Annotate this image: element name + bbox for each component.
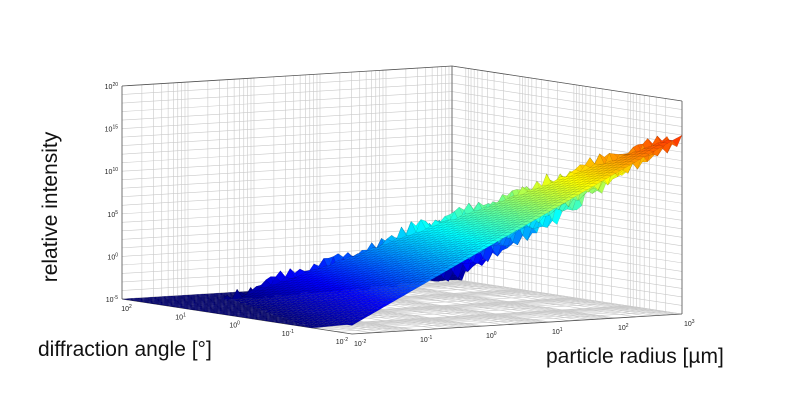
surface-patch (672, 134, 683, 148)
grid-line (379, 283, 610, 319)
grid-line (417, 280, 648, 317)
grid-line (451, 133, 683, 170)
grid-line (121, 227, 453, 249)
z-axis-label: relative intensity (39, 131, 62, 283)
grid-line (121, 82, 453, 104)
y-axis-label: particle radius [µm] (546, 345, 724, 368)
grid-line (441, 279, 672, 315)
grid-line (451, 261, 683, 298)
x-tick-label: 101 (175, 312, 186, 321)
z-tick-label: 1010 (105, 167, 119, 176)
grid-line (448, 278, 680, 315)
grid-line (405, 281, 636, 318)
y-tick-label: 100 (486, 331, 497, 340)
grid-line (451, 150, 683, 187)
grid-line (385, 282, 617, 319)
z-tick-label: 1020 (105, 82, 119, 91)
y-tick-label: 103 (684, 319, 695, 328)
grid-line (121, 125, 453, 146)
grid-line (121, 74, 453, 95)
z-tick-label: 10-5 (106, 295, 118, 304)
axis-edge (451, 65, 683, 102)
grid-line (451, 278, 683, 315)
surface-patch (451, 274, 463, 281)
x-tick-label: 100 (229, 321, 240, 330)
grid-line (121, 133, 453, 155)
grid-line (121, 91, 453, 112)
y-tick-label: 102 (618, 323, 629, 332)
grid-line (432, 279, 663, 316)
x-tick-label: 10-1 (282, 329, 294, 338)
grid-line (425, 280, 656, 316)
x-tick-label: 10-2 (336, 337, 348, 346)
z-tick-label: 1015 (105, 125, 119, 134)
surface (121, 134, 683, 329)
grid-line (445, 279, 676, 315)
grid-line (451, 91, 683, 127)
x-tick-label: 102 (121, 304, 132, 313)
grid-line (121, 108, 453, 129)
grid-line (451, 99, 683, 136)
grid-line (451, 108, 683, 144)
z-tick-label: 105 (107, 210, 118, 219)
grid-line (121, 219, 453, 240)
axis-edge (121, 65, 453, 87)
grid-line (121, 159, 453, 181)
y-tick-label: 10-2 (354, 339, 366, 348)
grid-line (121, 167, 453, 189)
grid-line (437, 279, 668, 316)
grid-line (121, 184, 453, 206)
grid-line (121, 176, 453, 198)
grid-line (121, 210, 453, 232)
z-tick-label: 100 (107, 252, 118, 261)
x-axis-label: diffraction angle [°] (38, 338, 212, 361)
grid-line (121, 116, 453, 138)
grid-line (121, 202, 453, 223)
grid-line (451, 253, 683, 289)
axis-edge (351, 313, 683, 335)
y-tick-label: 10-1 (420, 335, 432, 344)
grid-line (451, 142, 683, 178)
grid-line (451, 74, 683, 110)
grid-line (451, 193, 683, 230)
grid-line (121, 150, 453, 172)
grid-line (121, 142, 453, 163)
y-tick-label: 101 (552, 327, 563, 336)
grid-line (121, 193, 453, 215)
grid-line (382, 282, 614, 319)
grid-line (451, 82, 683, 119)
grid-line (451, 270, 683, 306)
grid-line (121, 99, 453, 121)
tick-labels: 10-5 100 105 1010 1015 1020 10-2 10-1 100 101 102 1… (105, 82, 695, 348)
